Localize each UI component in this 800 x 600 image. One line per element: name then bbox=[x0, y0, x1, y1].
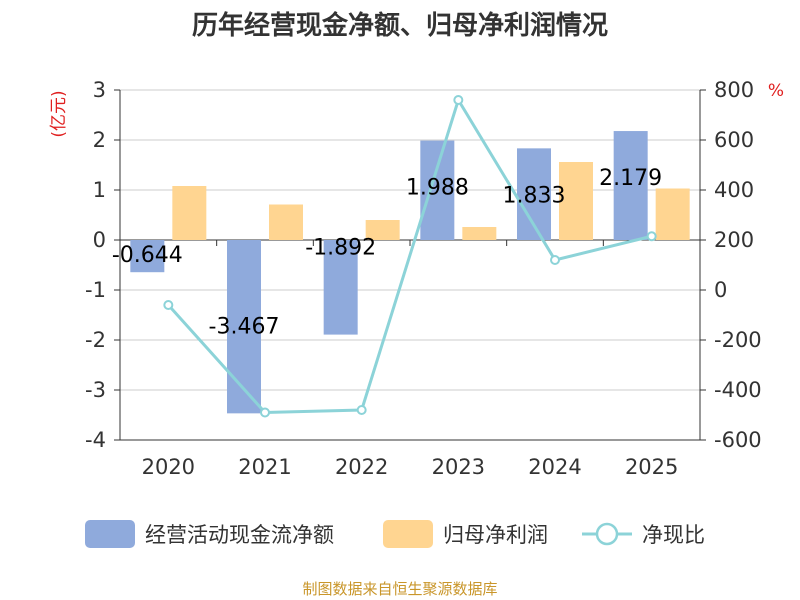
cashflow-data-label: -3.467 bbox=[209, 314, 280, 339]
net-profit-bar bbox=[655, 188, 690, 240]
left-tick-label: 3 bbox=[93, 78, 106, 102]
left-tick-label: -1 bbox=[85, 278, 106, 302]
net-profit-bar bbox=[172, 186, 207, 240]
legend-label-cashflow: 经营活动现金流净额 bbox=[145, 523, 334, 547]
x-tick-label: 2022 bbox=[335, 455, 388, 479]
ratio-point bbox=[163, 300, 174, 310]
left-axis-unit: (亿元) bbox=[49, 90, 69, 137]
right-tick-label: -200 bbox=[714, 328, 762, 352]
right-tick-label: 400 bbox=[714, 178, 754, 202]
x-tick-label: 2021 bbox=[238, 455, 291, 479]
left-tick-label: 2 bbox=[93, 128, 106, 152]
x-tick-label: 2023 bbox=[432, 455, 485, 479]
x-tick-label: 2025 bbox=[625, 455, 678, 479]
legend: 经营活动现金流净额 归母净利润 净现比 bbox=[85, 520, 705, 548]
right-tick-label: 800 bbox=[714, 78, 754, 102]
cashflow-bar bbox=[613, 131, 648, 240]
ratio-point bbox=[260, 407, 270, 418]
grid-lines bbox=[120, 89, 700, 441]
ratio-point bbox=[550, 255, 560, 265]
x-tick-label: 2024 bbox=[528, 455, 581, 479]
x-tick-label: 2020 bbox=[142, 455, 195, 479]
ratio-point bbox=[356, 405, 367, 415]
net-profit-bar bbox=[559, 162, 593, 240]
bar-series bbox=[130, 131, 690, 414]
ratio-point bbox=[453, 95, 464, 105]
right-tick-label: -400 bbox=[714, 378, 762, 402]
left-tick-label: 1 bbox=[93, 178, 106, 202]
net-profit-bar bbox=[462, 227, 497, 240]
cashflow-data-label: 1.833 bbox=[503, 183, 566, 208]
cashflow-bar bbox=[130, 240, 165, 273]
right-tick-label: -600 bbox=[714, 428, 762, 452]
legend-swatch-ratio-marker bbox=[595, 522, 619, 546]
right-axis-unit: % bbox=[768, 81, 784, 101]
ratio-line bbox=[167, 96, 653, 415]
source-note: 制图数据来自恒生聚源数据库 bbox=[302, 580, 497, 598]
cashflow-data-label: -1.892 bbox=[305, 236, 376, 261]
cashflow-bar bbox=[323, 240, 358, 335]
legend-swatch-net-profit bbox=[383, 520, 433, 548]
left-tick-label: -2 bbox=[85, 328, 106, 352]
legend-label-net-profit: 归母净利润 bbox=[443, 523, 548, 547]
ratio-line-series bbox=[163, 95, 657, 418]
cashflow-bar bbox=[420, 140, 455, 240]
ratio-point bbox=[646, 231, 657, 242]
left-tick-label: 0 bbox=[93, 228, 106, 252]
axes: 3 2 1 0 -1 -2 -3 -4 800 600 400 200 0 -200 -400 -600 202… bbox=[85, 78, 762, 479]
legend-label-ratio: 净现比 bbox=[642, 523, 705, 547]
cashflow-data-label: -0.644 bbox=[112, 243, 183, 268]
right-tick-label: 200 bbox=[714, 228, 754, 252]
data-labels: -0.644 -3.467 -1.892 1.988 1.833 2.179 bbox=[112, 166, 662, 339]
legend-swatch-cashflow bbox=[85, 520, 135, 548]
cashflow-data-label: 2.179 bbox=[599, 166, 662, 191]
right-tick-label: 600 bbox=[714, 128, 754, 152]
net-profit-bar bbox=[365, 220, 400, 240]
cashflow-bar bbox=[227, 240, 261, 414]
left-tick-label: -3 bbox=[85, 378, 106, 402]
right-tick-label: 0 bbox=[714, 278, 727, 302]
net-profit-bar bbox=[269, 204, 303, 240]
chart-title: 历年经营现金净额、归母净利润情况 bbox=[192, 10, 608, 41]
cashflow-data-label: 1.988 bbox=[406, 176, 469, 201]
left-tick-label: -4 bbox=[85, 428, 106, 452]
